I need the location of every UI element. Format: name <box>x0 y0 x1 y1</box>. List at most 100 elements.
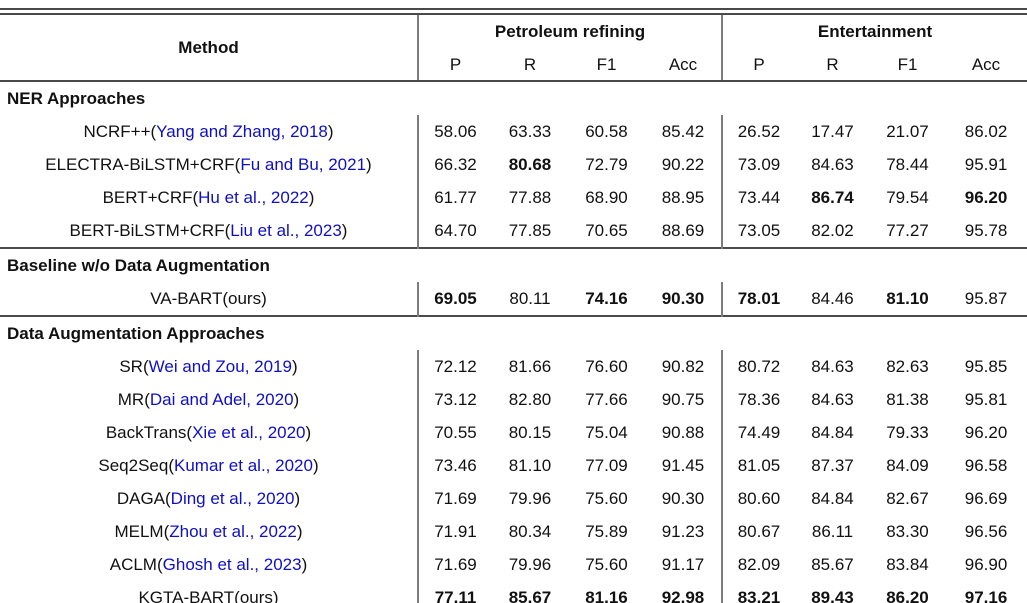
table-row: KGTA-BART(ours) 77.11 85.67 81.16 92.98 83.21… <box>0 581 1027 603</box>
metric-value: 84.84 <box>811 488 854 508</box>
method-name-suffix: ) <box>305 422 312 442</box>
metric-value: 95.87 <box>964 288 1008 308</box>
metric-value: 76.60 <box>585 356 628 376</box>
metric-value: 79.54 <box>886 187 929 207</box>
metric-value: 82.63 <box>886 356 929 376</box>
metric-value: 90.30 <box>661 288 705 308</box>
metric-value: 70.65 <box>585 220 628 240</box>
metric-value: 84.09 <box>886 455 929 475</box>
metric-value: 21.07 <box>886 121 929 141</box>
method-name-cell: SR(Wei and Zou, 2019) <box>0 350 418 383</box>
table-row: BERT+CRF(Hu et al., 2022) 61.77 77.88 68.90… <box>0 181 1027 214</box>
metric-value: 96.58 <box>964 455 1008 475</box>
metric-value: 86.02 <box>964 121 1008 141</box>
method-name-cell: MR(Dai and Adel, 2020) <box>0 383 418 416</box>
metric-value: 69.05 <box>417 282 492 316</box>
section-title: NER Approaches <box>0 80 1027 115</box>
metric-value: 86.11 <box>811 521 854 541</box>
metric-value: 84.46 <box>811 288 854 308</box>
metric-value: 77.09 <box>585 455 628 475</box>
metric-value: 17.47 <box>811 121 854 141</box>
metric-value: 72.79 <box>585 154 628 174</box>
metric-value: 96.69 <box>964 488 1008 508</box>
metric-value: 90.82 <box>661 356 705 376</box>
metric-value: 75.04 <box>585 422 628 442</box>
metric-value: 71.69 <box>417 482 492 515</box>
method-name-suffix: ) <box>296 521 303 541</box>
table-row: DAGA(Ding et al., 2020) 71.69 79.96 75.60 90… <box>0 482 1027 515</box>
metric-value: 80.11 <box>509 288 551 308</box>
method-name-text: BERT-BiLSTM+CRF( <box>69 220 231 240</box>
method-name-cell: NCRF++(Yang and Zhang, 2018) <box>0 115 418 148</box>
metric-value: 79.33 <box>886 422 929 442</box>
metric-value: 78.44 <box>886 154 929 174</box>
metric-value: 95.91 <box>964 154 1008 174</box>
metric-value: 91.23 <box>661 521 705 541</box>
results-table: Method Petroleum refining Entertainment … <box>0 15 1027 603</box>
table-row: BERT-BiLSTM+CRF(Liu et al., 2023) 64.70 77… <box>0 214 1027 248</box>
method-name-cell: BackTrans(Xie et al., 2020) <box>0 416 418 449</box>
metric-value: 95.81 <box>964 389 1008 409</box>
col-header-ent-p: P <box>721 49 795 82</box>
metric-value: 89.43 <box>811 587 854 603</box>
table-header: Method Petroleum refining Entertainment … <box>0 15 1027 82</box>
metric-value: 97.16 <box>964 587 1008 603</box>
metric-value: 75.60 <box>585 554 628 574</box>
metric-value: 91.45 <box>661 455 705 475</box>
metric-value: 80.68 <box>508 154 552 174</box>
citation-link[interactable]: Wei and Zou, 2019 <box>148 356 292 376</box>
method-name-suffix: ) <box>291 356 298 376</box>
method-name-text: KGTA-BART(ours) <box>138 587 279 603</box>
method-name-text: ELECTRA-BiLSTM+CRF( <box>45 154 241 174</box>
metric-value: 71.91 <box>417 515 492 548</box>
metric-value: 86.74 <box>811 187 854 207</box>
metric-value: 73.44 <box>721 181 795 214</box>
method-name-text: NCRF++( <box>83 121 157 141</box>
metric-value: 80.60 <box>721 482 795 515</box>
method-name-text: ACLM( <box>109 554 163 574</box>
method-name-text: DAGA( <box>116 488 171 508</box>
metric-value: 77.11 <box>417 581 492 603</box>
metric-value: 90.88 <box>661 422 705 442</box>
section-title: Baseline w/o Data Augmentation <box>0 247 1027 282</box>
citation-link[interactable]: Ghosh et al., 2023 <box>162 554 302 574</box>
citation-link[interactable]: Fu and Bu, 2021 <box>240 154 367 174</box>
method-name-cell: Seq2Seq(Kumar et al., 2020) <box>0 449 418 482</box>
metric-value: 96.20 <box>964 187 1008 207</box>
section-row: Data Augmentation Approaches <box>0 315 1027 350</box>
metric-value: 95.85 <box>964 356 1008 376</box>
method-name-suffix: ) <box>327 121 334 141</box>
citation-link[interactable]: Zhou et al., 2022 <box>169 521 297 541</box>
citation-link[interactable]: Xie et al., 2020 <box>192 422 306 442</box>
method-name-suffix: ) <box>301 554 308 574</box>
metric-value: 79.96 <box>508 554 552 574</box>
metric-value: 82.80 <box>508 389 552 409</box>
metric-value: 95.78 <box>964 220 1008 240</box>
citation-link[interactable]: Hu et al., 2022 <box>198 187 309 207</box>
metric-value: 81.38 <box>886 389 929 409</box>
table-row: BackTrans(Xie et al., 2020) 70.55 80.15 75.… <box>0 416 1027 449</box>
metric-value: 96.20 <box>964 422 1008 442</box>
col-header-pet-p: P <box>417 49 492 82</box>
citation-link[interactable]: Ding et al., 2020 <box>170 488 295 508</box>
metric-value: 80.15 <box>508 422 552 442</box>
metric-value: 79.96 <box>508 488 552 508</box>
method-name-text: MR( <box>117 389 150 409</box>
metric-value: 71.69 <box>417 548 492 581</box>
method-name-cell: KGTA-BART(ours) <box>0 581 418 603</box>
method-name-text: MELM( <box>114 521 170 541</box>
table-row: MELM(Zhou et al., 2022) 71.91 80.34 75.89 91… <box>0 515 1027 548</box>
method-name-suffix: ) <box>366 154 372 174</box>
metric-value: 73.46 <box>417 449 492 482</box>
metric-value: 81.05 <box>721 449 795 482</box>
method-name-cell: BERT+CRF(Hu et al., 2022) <box>0 181 418 214</box>
citation-link[interactable]: Liu et al., 2023 <box>230 220 342 240</box>
citation-link[interactable]: Yang and Zhang, 2018 <box>156 121 328 141</box>
metric-value: 77.66 <box>585 389 628 409</box>
method-name-cell: DAGA(Ding et al., 2020) <box>0 482 418 515</box>
citation-link[interactable]: Kumar et al., 2020 <box>174 455 313 475</box>
citation-link[interactable]: Dai and Adel, 2020 <box>149 389 294 409</box>
metric-value: 84.63 <box>811 154 854 174</box>
metric-value: 87.37 <box>811 455 854 475</box>
